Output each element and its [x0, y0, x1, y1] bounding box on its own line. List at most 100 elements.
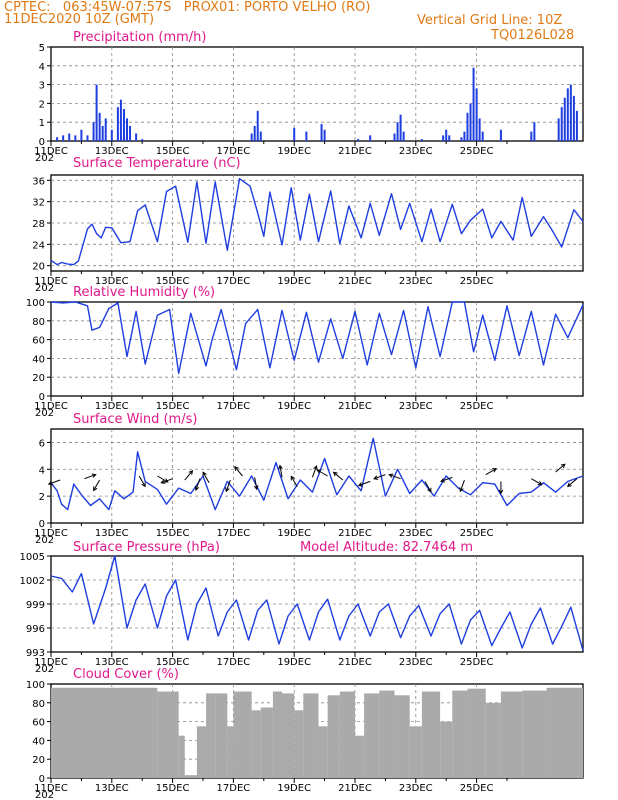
precip-bar — [305, 131, 308, 141]
temp-ytick-label: 28 — [32, 219, 45, 230]
cloud-bar — [546, 687, 583, 778]
precip-bar — [499, 129, 502, 141]
wind-vector — [424, 481, 432, 493]
cloud-bar — [500, 691, 523, 778]
wind-vector-head — [332, 471, 338, 477]
temp-xtick-label: 13DEC — [95, 276, 129, 287]
precip-xtick-label: 15DEC — [156, 146, 190, 157]
precip-bar — [119, 99, 122, 141]
precip-bar — [481, 131, 484, 141]
cloud-xtick-label: 21DEC — [338, 783, 372, 794]
cloud-bar — [233, 691, 252, 778]
wind-vector — [311, 465, 318, 478]
rh-xtick-label: 17DEC — [217, 401, 251, 412]
precip-bar — [445, 129, 448, 141]
rh-ytick-label: 0 — [39, 392, 45, 403]
wind-vector — [440, 476, 453, 482]
wind-vector-head — [373, 475, 379, 480]
precip-bar — [572, 95, 575, 141]
precip-bar — [101, 125, 104, 141]
rh-title: Relative Humidity (%) — [73, 285, 215, 300]
cloud-bar — [157, 691, 179, 778]
rh-xtick-label: 23DEC — [399, 401, 433, 412]
wind-vector — [202, 472, 210, 483]
temp-xtick-label: 25DEC — [460, 276, 494, 287]
precip-xtick-label: 23DEC — [399, 146, 433, 157]
wind-vector-head — [459, 487, 464, 493]
precip-bar — [463, 131, 466, 141]
precip-ytick-label: 1 — [39, 118, 45, 129]
wind-xtick-label: 11DEC — [34, 528, 68, 539]
rh-xtick-label: 13DEC — [95, 401, 129, 412]
precip-ytick-label: 3 — [39, 81, 45, 92]
wind-vector — [373, 474, 386, 480]
precip-xtick-label: 21DEC — [338, 146, 372, 157]
cloud-xtick-label: 19DEC — [277, 783, 311, 794]
cloud-xtick-label: 11DEC — [34, 783, 68, 794]
wind-vector-head — [388, 473, 394, 478]
temp-ytick-label: 24 — [32, 240, 45, 251]
header-grid-note: Vertical Grid Line: 10Z — [417, 13, 563, 28]
precip-bar — [62, 135, 65, 141]
cloud-bar — [303, 693, 319, 778]
pres-xtick-label: 19DEC — [277, 657, 311, 668]
cloud-xtick-label: 25DEC — [460, 783, 494, 794]
precip-bar — [575, 110, 578, 141]
precip-bar — [369, 135, 372, 141]
precip-bar — [533, 122, 536, 141]
wind-ytick-label: 4 — [39, 465, 45, 476]
wind-vector — [138, 475, 146, 487]
wind-vector-head — [47, 480, 53, 486]
precip-bar — [250, 133, 253, 141]
precip-ytick-label: 2 — [39, 99, 45, 110]
pres-xtick-label: 15DEC — [156, 657, 190, 668]
wind-vector — [459, 479, 465, 492]
wind-vector-head — [492, 468, 498, 473]
rh-xtick-label: 21DEC — [338, 401, 372, 412]
precip-bar — [566, 88, 569, 141]
precip-bar — [357, 139, 360, 141]
wind-vector-head — [290, 475, 295, 481]
rh-xtick-label: 19DEC — [277, 401, 311, 412]
temp-xtick-cut: 202 — [35, 283, 54, 294]
precip-xtick-label: 13DEC — [95, 146, 129, 157]
precip-xtick-label: 11DEC — [34, 146, 68, 157]
wind-vector — [184, 470, 193, 481]
wind-vector-head — [160, 479, 166, 484]
precip-bar — [420, 139, 423, 141]
precip-bar — [92, 122, 95, 141]
cloud-ytick-label: 60 — [32, 718, 45, 729]
cloud-xtick-label: 13DEC — [95, 783, 129, 794]
wind-vector-head — [141, 482, 146, 488]
precip-bar — [396, 122, 399, 141]
precip-xtick-cut: 202 — [35, 153, 54, 164]
rh-ytick-label: 20 — [32, 373, 45, 384]
wind-vector-head — [91, 473, 97, 478]
precip-bar — [80, 129, 83, 141]
precip-bar — [122, 109, 125, 141]
wind-xtick-label: 25DEC — [460, 528, 494, 539]
cloud-xtick-cut: 202 — [35, 790, 54, 800]
header-location: CPTEC: 063:45W-07:57S PROX01: PORTO VELH… — [4, 0, 371, 15]
pres-title: Surface Pressure (hPa) — [73, 540, 220, 555]
cloud-bar — [327, 695, 340, 778]
temp-xtick-label: 21DEC — [338, 276, 372, 287]
precip-bar — [95, 84, 98, 141]
wind-frame — [50, 428, 584, 524]
cloud-bar — [184, 775, 197, 778]
precip-bar — [86, 135, 89, 141]
precip-bar — [126, 118, 128, 141]
precip-bar — [475, 88, 478, 141]
header-datetime: 11DEC2020 10Z (GMT) — [4, 12, 155, 27]
wind-vector-head — [202, 471, 207, 477]
precip-bar — [110, 129, 113, 141]
cloud-xtick-label: 15DEC — [156, 783, 190, 794]
wind-xtick-label: 21DEC — [338, 528, 372, 539]
cloud-bar — [260, 707, 273, 778]
precip-bar — [530, 131, 533, 141]
cloud-bar — [339, 691, 355, 778]
cloud-bar — [485, 702, 501, 778]
precip-bar — [320, 124, 323, 141]
